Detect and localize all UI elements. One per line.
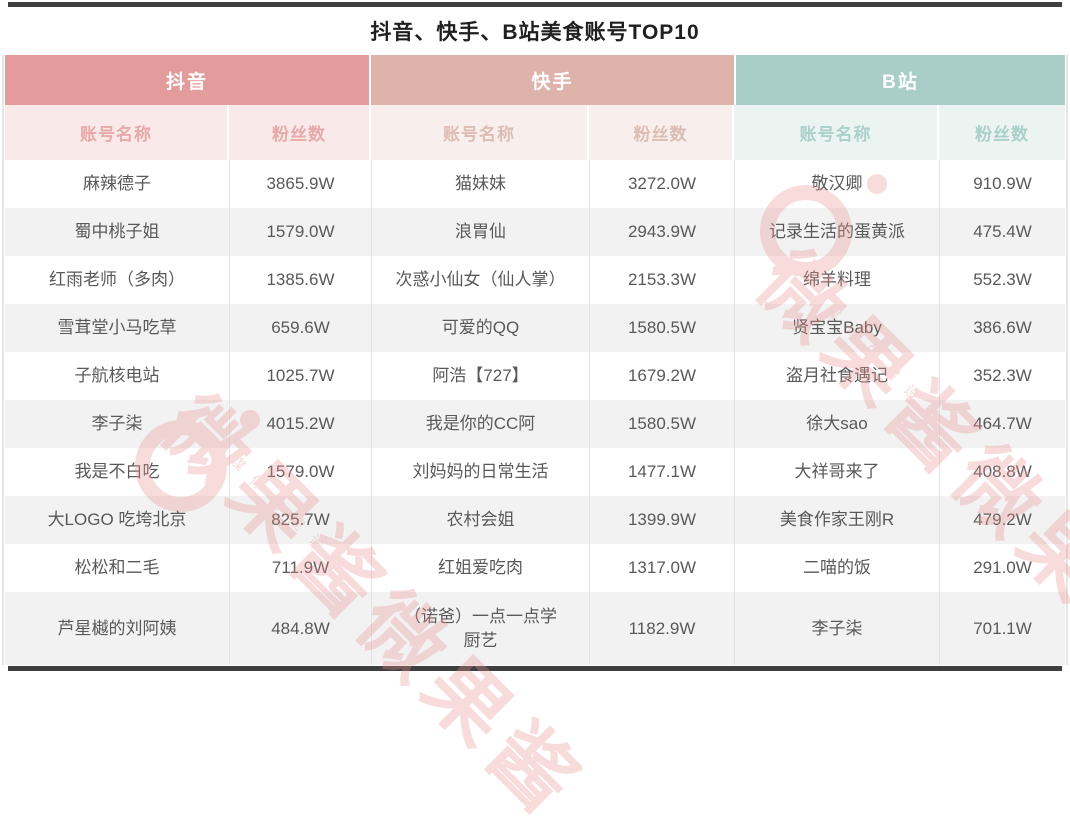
cell-account-name: 红姐爱吃肉 [371, 544, 589, 592]
cell-fans-count: 3272.0W [589, 160, 734, 208]
cell-fans-count: 1580.5W [589, 400, 734, 448]
cell-account-name: 农村会姐 [371, 496, 589, 544]
table-left-border [2, 55, 4, 665]
cell-fans-count: 825.7W [229, 496, 371, 544]
cell-account-name: 大LOGO 吃垮北京 [47, 510, 187, 530]
cell-account-name: 敬汉卿 [734, 160, 939, 208]
cell-account-name: 记录生活的蛋黄派 [734, 208, 939, 256]
column-header-douyin-fans: 粉丝数 [229, 105, 369, 160]
cell-account-name: 猫妹妹 [371, 160, 589, 208]
table-body: 麻辣德子 3865.9W 猫妹妹 3272.0W 敬汉卿 910.9W 蜀中桃子姐 1579.… [5, 160, 1065, 665]
table-row: 蜀中桃子姐 1579.0W 浪胃仙 2943.9W 记录生活的蛋黄派 475.4W [5, 208, 1065, 256]
platform-header-row: 抖音 快手 B站 [5, 55, 1065, 105]
cell-fans-count: 1182.9W [589, 592, 734, 665]
cell-account-name: 我是你的CC阿 [371, 400, 589, 448]
cell-fans-count: 701.1W [939, 592, 1065, 665]
table-row: 麻辣德子 3865.9W 猫妹妹 3272.0W 敬汉卿 910.9W [5, 160, 1065, 208]
top-accent-bar [8, 2, 1062, 7]
cell-fans-count: 386.6W [939, 304, 1065, 352]
table-row: 李子柒 4015.2W 我是你的CC阿 1580.5W 徐大sao 464.7W [5, 400, 1065, 448]
platform-header-bilibili: B站 [736, 55, 1065, 105]
cell-fans-count: 552.3W [939, 256, 1065, 304]
table-row: 芦星樾的刘阿姨 484.8W （诺爸）一点一点学厨艺 1182.9W 李子柒 701.1W [5, 592, 1065, 665]
cell-fans-count: 4015.2W [229, 400, 371, 448]
table-row: 雪茸堂小马吃草 659.6W 可爱的QQ 1580.5W 贤宝宝Baby 386.6W [5, 304, 1065, 352]
cell-account-name: 次惑小仙女（仙人掌） [371, 256, 589, 304]
table-row: 大LOGO 吃垮北京 825.7W 农村会姐 1399.9W 美食作家王刚R 479.2W [5, 496, 1065, 544]
cell-fans-count: 659.6W [229, 304, 371, 352]
cell-account-name: 子航核电站 [74, 366, 160, 386]
cell-fans-count: 484.8W [229, 592, 371, 665]
column-header-row: 账号名称 粉丝数 账号名称 粉丝数 账号名称 粉丝数 [5, 105, 1065, 160]
cell-fans-count: 1679.2W [589, 352, 734, 400]
column-header-douyin-account: 账号名称 [5, 105, 227, 160]
cell-account-name: 二喵的饭 [734, 544, 939, 592]
cell-account-name: （诺爸）一点一点学厨艺 [371, 592, 589, 665]
cell-fans-count: 3865.9W [229, 160, 371, 208]
cell-account-name: 雪茸堂小马吃草 [57, 318, 177, 338]
cell-account-name: 大祥哥来了 [734, 448, 939, 496]
bottom-accent-bar [8, 666, 1062, 671]
cell-fans-count: 408.8W [939, 448, 1065, 496]
platform-header-kuaishou: 快手 [371, 55, 734, 105]
cell-fans-count: 2943.9W [589, 208, 734, 256]
cell-fans-count: 352.3W [939, 352, 1065, 400]
table-row: 红雨老师（多肉） 1385.6W 次惑小仙女（仙人掌） 2153.3W 绵羊料理 552.… [5, 256, 1065, 304]
cell-account-name: 红雨老师（多肉） [49, 270, 185, 290]
cell-fans-count: 1579.0W [229, 448, 371, 496]
cell-account-name: 刘妈妈的日常生活 [371, 448, 589, 496]
cell-fans-count: 464.7W [939, 400, 1065, 448]
cell-fans-count: 291.0W [939, 544, 1065, 592]
table-row: 我是不白吃 1579.0W 刘妈妈的日常生活 1477.1W 大祥哥来了 408.8W [5, 448, 1065, 496]
cell-account-name: 盗月社食遇记 [734, 352, 939, 400]
page-title: 抖音、快手、B站美食账号TOP10 [370, 21, 700, 44]
cell-account-name: 可爱的QQ [371, 304, 589, 352]
cell-account-name: 麻辣德子 [83, 174, 151, 194]
cell-account-name: 徐大sao [734, 400, 939, 448]
top10-table: 抖音 快手 B站 账号名称 粉丝数 账号名称 粉丝数 账号名称 粉丝数 麻辣德子… [5, 55, 1065, 665]
cell-account-name: 蜀中桃子姐 [74, 222, 160, 242]
cell-fans-count: 1385.6W [229, 256, 371, 304]
cell-fans-count: 1579.0W [229, 208, 371, 256]
cell-fans-count: 1399.9W [589, 496, 734, 544]
cell-account-name: 阿浩【727】 [371, 352, 589, 400]
column-header-bilibili-fans: 粉丝数 [939, 105, 1065, 160]
cell-fans-count: 1477.1W [589, 448, 734, 496]
column-header-bilibili-account: 账号名称 [734, 105, 937, 160]
table-row: 子航核电站 1025.7W 阿浩【727】 1679.2W 盗月社食遇记 352.3W [5, 352, 1065, 400]
cell-fans-count: 711.9W [229, 544, 371, 592]
column-header-kuaishou-fans: 粉丝数 [589, 105, 732, 160]
cell-account-name: 松松和二毛 [74, 558, 160, 578]
cell-account-name: 美食作家王刚R [734, 496, 939, 544]
cell-fans-count: 479.2W [939, 496, 1065, 544]
cell-fans-count: 1580.5W [589, 304, 734, 352]
cell-fans-count: 475.4W [939, 208, 1065, 256]
table-right-border [1066, 55, 1068, 665]
cell-account-name: 绵羊料理 [734, 256, 939, 304]
cell-account-name: 贤宝宝Baby [734, 304, 939, 352]
table-row: 松松和二毛 711.9W 红姐爱吃肉 1317.0W 二喵的饭 291.0W [5, 544, 1065, 592]
platform-header-douyin: 抖音 [5, 55, 369, 105]
cell-account-name: 李子柒 [91, 414, 143, 434]
cell-fans-count: 910.9W [939, 160, 1065, 208]
cell-fans-count: 2153.3W [589, 256, 734, 304]
cell-account-name: 芦星樾的刘阿姨 [57, 618, 177, 638]
column-header-kuaishou-account: 账号名称 [371, 105, 587, 160]
cell-account-name: 浪胃仙 [371, 208, 589, 256]
cell-fans-count: 1025.7W [229, 352, 371, 400]
cell-fans-count: 1317.0W [589, 544, 734, 592]
cell-account-name: 我是不白吃 [74, 462, 160, 482]
cell-account-name: 李子柒 [734, 592, 939, 665]
